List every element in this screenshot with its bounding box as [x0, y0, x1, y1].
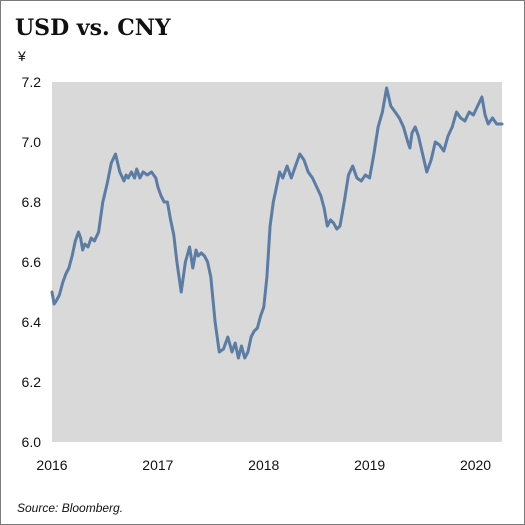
y-tick-label: 7.2 [22, 74, 42, 90]
x-tick-label: 2019 [354, 457, 385, 473]
x-tick-label: 2017 [142, 457, 173, 473]
x-axis-ticks: 2016 2017 2018 2019 2020 [36, 457, 491, 473]
source-note: Source: Bloomberg. [17, 501, 124, 515]
usd-cny-series-line [50, 86, 504, 360]
x-tick-label: 2020 [460, 457, 491, 473]
plot-area [52, 82, 502, 442]
y-tick-label: 6.6 [22, 254, 42, 270]
y-tick-label: 6.4 [22, 314, 42, 330]
y-tick-label: 6.0 [22, 434, 42, 450]
x-tick-label: 2018 [248, 457, 279, 473]
y-tick-label: 6.8 [22, 194, 42, 210]
y-axis-ticks: 6.0 6.2 6.4 6.6 6.8 7.0 7.2 [22, 74, 42, 450]
y-unit-label: ¥ [18, 48, 26, 64]
chart-title: USD vs. CNY [15, 15, 171, 41]
x-tick-label: 2016 [36, 457, 67, 473]
y-tick-label: 6.2 [22, 374, 42, 390]
y-tick-label: 7.0 [22, 134, 42, 150]
